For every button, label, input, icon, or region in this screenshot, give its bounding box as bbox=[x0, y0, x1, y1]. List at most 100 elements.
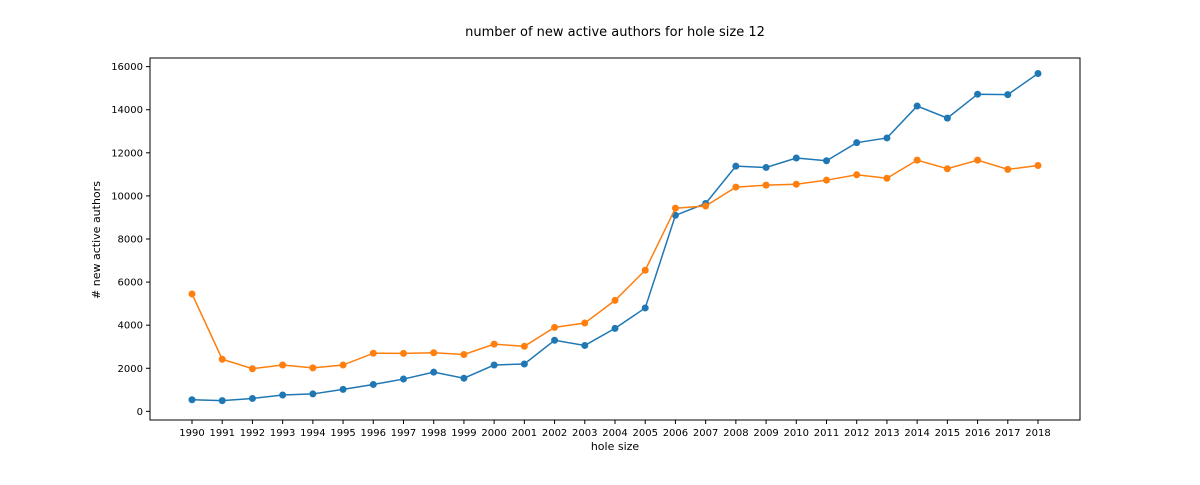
series-2-point bbox=[520, 342, 528, 350]
series-1-point bbox=[762, 163, 770, 171]
series-layer bbox=[188, 70, 1042, 405]
x-tick-label: 1999 bbox=[451, 428, 476, 439]
series-1-point bbox=[400, 375, 407, 383]
series-1-point bbox=[218, 397, 226, 405]
series-2-point bbox=[551, 323, 559, 331]
series-1-point bbox=[551, 336, 559, 344]
series-2-point bbox=[309, 364, 317, 372]
series-1-point bbox=[823, 157, 830, 165]
y-axis: 0 2000 4000 6000 8000 10000 12000 14000 16000 bbox=[111, 62, 150, 418]
series-2-point bbox=[823, 176, 830, 184]
series-1-point bbox=[732, 162, 740, 170]
x-tick-label: 2014 bbox=[904, 428, 929, 439]
series-2-point bbox=[974, 156, 982, 164]
x-tick-label: 2002 bbox=[542, 428, 567, 439]
x-tick-label: 2015 bbox=[935, 428, 960, 439]
series-2-point bbox=[1004, 165, 1012, 173]
series-1-point bbox=[611, 324, 619, 332]
x-axis: 1990 1991 1992 1993 1994 1995 1996 1997 1998 1999… bbox=[179, 420, 1051, 439]
series-1-point bbox=[913, 102, 921, 110]
series-2-point bbox=[611, 296, 619, 304]
series-1-point bbox=[248, 394, 256, 402]
series-2-point bbox=[792, 180, 800, 188]
y-tick-label: 14000 bbox=[111, 105, 143, 116]
x-tick-label: 2003 bbox=[572, 428, 597, 439]
x-tick-label: 2011 bbox=[814, 428, 839, 439]
series-2-point bbox=[762, 181, 770, 189]
series-2-point bbox=[339, 361, 347, 369]
series-2-point bbox=[248, 365, 256, 373]
series-2-point bbox=[1034, 162, 1042, 170]
plot-frame bbox=[149, 57, 1081, 421]
x-tick-label: 1990 bbox=[179, 428, 204, 439]
x-tick-label: 1998 bbox=[421, 428, 446, 439]
y-tick-label: 0 bbox=[137, 407, 143, 418]
series-1-point bbox=[792, 154, 800, 162]
x-tick-label: 1992 bbox=[240, 428, 265, 439]
series-2-point bbox=[218, 355, 226, 363]
series-1-point bbox=[671, 211, 679, 219]
x-tick-label: 2001 bbox=[512, 428, 537, 439]
series-2-point bbox=[853, 171, 861, 179]
y-axis-label: # new active authors bbox=[90, 181, 103, 299]
y-tick-label: 6000 bbox=[118, 278, 143, 289]
x-tick-label: 2010 bbox=[784, 428, 809, 439]
x-tick-label: 1996 bbox=[361, 428, 386, 439]
series-2-point bbox=[460, 350, 468, 358]
x-tick-label: 2013 bbox=[874, 428, 899, 439]
series-1 bbox=[188, 70, 1042, 405]
series-2-point bbox=[641, 266, 649, 274]
series-2-point bbox=[279, 361, 287, 369]
x-tick-label: 2018 bbox=[1025, 428, 1050, 439]
y-tick-label: 10000 bbox=[111, 191, 143, 202]
x-tick-label: 1997 bbox=[391, 428, 416, 439]
x-tick-label: 1993 bbox=[270, 428, 295, 439]
x-tick-label: 2008 bbox=[723, 428, 748, 439]
series-1-point bbox=[641, 304, 649, 312]
x-tick-label: 2016 bbox=[965, 428, 990, 439]
x-tick-label: 1994 bbox=[300, 428, 325, 439]
series-1-point bbox=[1004, 91, 1012, 99]
series-1-point bbox=[369, 380, 377, 388]
series-2-point bbox=[943, 165, 951, 173]
y-tick-label: 16000 bbox=[111, 62, 143, 73]
series-1-point bbox=[883, 134, 891, 142]
series-2 bbox=[188, 156, 1042, 373]
y-tick-label: 4000 bbox=[118, 321, 143, 332]
y-tick-label: 12000 bbox=[111, 148, 143, 159]
series-1-point bbox=[339, 385, 347, 393]
series-2-point bbox=[883, 174, 891, 182]
x-tick-label: 2004 bbox=[602, 428, 627, 439]
x-tick-label: 2005 bbox=[632, 428, 657, 439]
series-1-point bbox=[460, 374, 468, 382]
chart-title: number of new active authors for hole si… bbox=[465, 25, 765, 40]
series-1-point bbox=[490, 361, 498, 369]
series-2-point bbox=[671, 204, 679, 212]
series-1-point bbox=[943, 114, 951, 122]
series-1-point bbox=[430, 368, 438, 376]
x-tick-label: 1991 bbox=[209, 428, 234, 439]
series-1-point bbox=[581, 341, 589, 349]
series-1-point bbox=[974, 90, 982, 98]
series-1-point bbox=[279, 391, 287, 399]
y-tick-label: 2000 bbox=[118, 364, 143, 375]
series-2-point bbox=[702, 202, 710, 210]
series-2-point bbox=[400, 349, 407, 357]
x-tick-label: 2017 bbox=[995, 428, 1020, 439]
x-tick-label: 2012 bbox=[844, 428, 869, 439]
series-2-point bbox=[188, 290, 196, 298]
x-tick-label: 2000 bbox=[481, 428, 506, 439]
series-2-point bbox=[581, 319, 589, 327]
x-tick-label: 2007 bbox=[693, 428, 718, 439]
series-2-point bbox=[369, 349, 377, 357]
x-axis-label: hole size bbox=[591, 440, 640, 453]
x-tick-label: 1995 bbox=[330, 428, 355, 439]
series-2-point bbox=[490, 340, 498, 348]
series-1-point bbox=[520, 360, 528, 368]
x-tick-label: 2009 bbox=[753, 428, 778, 439]
series-2-point bbox=[913, 156, 921, 164]
series-1-point bbox=[188, 396, 196, 404]
series-1-point bbox=[309, 390, 317, 398]
